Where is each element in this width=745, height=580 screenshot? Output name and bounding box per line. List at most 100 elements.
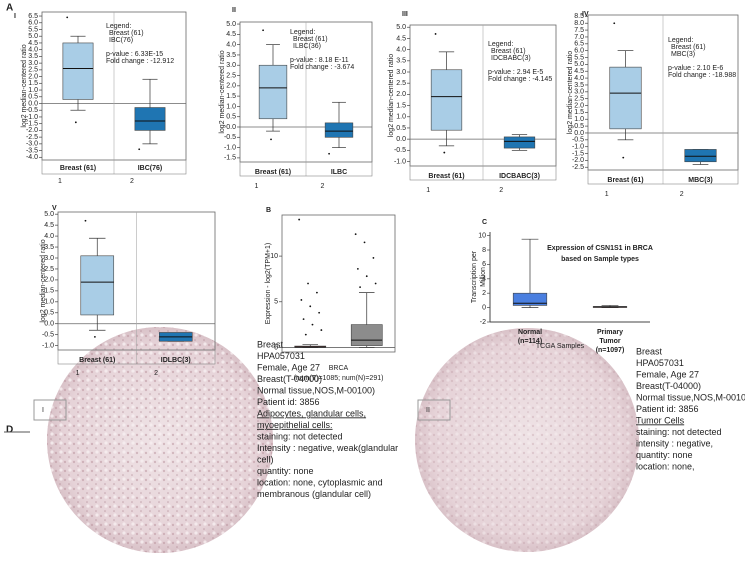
tissue-texture (47, 327, 273, 553)
y-tick-label: 1.0 (396, 114, 406, 121)
y-tick-label: 4.5 (44, 222, 54, 229)
y-tick-label: -1.0 (26, 114, 38, 121)
outlier (320, 329, 323, 331)
box (80, 255, 115, 316)
y-tick-label: -3.5 (26, 147, 38, 154)
legend-text: IBC(76) (109, 37, 133, 44)
legend-text: Legend: (290, 29, 315, 36)
y-tick-label: -2.5 (26, 134, 38, 141)
y-tick-label: -2 (480, 319, 486, 326)
y-tick-label: 3.5 (226, 52, 236, 59)
y-tick-label: -1.0 (224, 144, 236, 151)
outlier (372, 257, 375, 259)
y-tick-label: 6.5 (574, 41, 584, 48)
legend-text: ILBC(36) (293, 43, 321, 50)
y-tick-label: -0.5 (394, 147, 406, 154)
y-tick-label: 0.5 (574, 123, 584, 130)
index-label: 1 (605, 191, 609, 198)
box (684, 149, 717, 163)
x-axis-label: BRCA (329, 365, 349, 372)
index-label: 2 (321, 183, 325, 190)
y-tick-label: 7.0 (574, 34, 584, 41)
y-tick-label: 5.0 (226, 21, 236, 28)
category-label: IDCBABC(3) (499, 173, 540, 180)
sample-info: membranous (glandular cell) (257, 489, 371, 499)
y-tick-label: 0.0 (28, 100, 38, 107)
sample-info: staining: not detected (636, 427, 722, 437)
y-tick-label: 3.0 (396, 69, 406, 76)
y-tick-label: 1.5 (396, 102, 406, 109)
y-tick-label: 0.0 (574, 130, 584, 137)
legend-text: Fold change : -12.912 (106, 58, 174, 65)
y-tick-label: 4.0 (28, 47, 38, 54)
y-axis-label: Expression - log2(TPM+1) (265, 243, 272, 325)
panel-label: C (482, 219, 487, 226)
outlier (363, 241, 366, 244)
box (350, 324, 383, 346)
panel-label: II (232, 7, 236, 14)
outlier (138, 148, 141, 151)
y-tick-label: 1.0 (226, 103, 236, 110)
legend-text: Fold change : -4.145 (488, 76, 552, 83)
panel-label: IV (582, 11, 589, 18)
sample-info: Female, Age 27 (257, 362, 320, 372)
index-label: 2 (154, 370, 158, 377)
y-tick-label: 0.5 (226, 114, 236, 121)
panel-label: B (266, 207, 271, 214)
y-tick-label: -3.0 (26, 141, 38, 148)
chart-title: Expression of CSN1S1 in BRCA (547, 245, 653, 252)
sample-info: quantity: none (257, 466, 314, 476)
y-tick-label: 5.0 (44, 211, 54, 218)
outlier (359, 286, 361, 289)
sample-info: Breast (636, 346, 663, 356)
y-tick-label: 5.5 (574, 54, 584, 61)
y-tick-label: 0.5 (28, 94, 38, 101)
y-tick-label: 1.5 (28, 80, 38, 87)
y-tick-label: 0 (482, 304, 486, 311)
y-tick-label: 3.0 (44, 255, 54, 262)
sample-info: HPA057031 (636, 358, 684, 368)
y-tick-label: 2 (482, 290, 486, 297)
outlier (316, 291, 318, 294)
image-label: I (42, 407, 44, 414)
legend-text: p-value : 6.33E-15 (106, 51, 163, 58)
index-label: 1 (426, 187, 430, 194)
category-row (587, 169, 739, 185)
outlier (66, 16, 69, 19)
y-tick-label: -1.5 (26, 121, 38, 128)
category-label: MBC(3) (688, 177, 713, 184)
y-tick-label: -4.0 (26, 154, 38, 161)
outlier (354, 233, 357, 236)
y-tick-label: 0.0 (226, 124, 236, 131)
y-tick-label: 0.5 (396, 125, 406, 132)
sample-info: cell) (257, 454, 274, 464)
sample-info: myoepithelial cells: (257, 420, 333, 430)
category-label: Tumor (599, 338, 621, 345)
label-box (33, 399, 67, 421)
y-tick-label: -1.0 (394, 158, 406, 165)
x-axis-note: (num(T)=1085; num(N)=291) (294, 375, 384, 382)
outlier (318, 311, 321, 314)
y-tick-label: 3.5 (28, 53, 38, 60)
y-tick-label: 7.5 (574, 27, 584, 34)
category-label: ILBC (331, 169, 347, 176)
box (258, 64, 288, 120)
y-tick-label: 4.5 (28, 40, 38, 47)
y-tick-label: 1.0 (28, 87, 38, 94)
box (324, 122, 354, 138)
y-tick-label: 5.5 (28, 26, 38, 33)
y-tick-label: 5.0 (396, 24, 406, 31)
index-label: 1 (255, 183, 259, 190)
y-tick-label: -0.5 (26, 107, 38, 114)
outlier (307, 282, 309, 285)
box (62, 42, 94, 100)
category-label: Breast (61) (60, 165, 96, 172)
category-label: Normal (518, 329, 542, 336)
x-axis-label: TCGA Samples (536, 343, 585, 350)
sample-info: location: none, (636, 461, 695, 471)
y-tick-label: -0.5 (572, 137, 584, 144)
y-tick-label: 2.0 (574, 102, 584, 109)
y-tick-label: 0.5 (44, 310, 54, 317)
y-tick-label: 2.5 (226, 72, 236, 79)
y-tick-label: 3.5 (574, 82, 584, 89)
